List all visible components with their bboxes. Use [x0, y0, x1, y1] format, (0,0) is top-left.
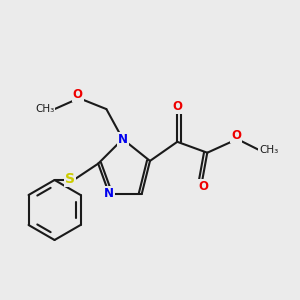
Text: O: O [198, 179, 208, 193]
Text: O: O [172, 100, 182, 113]
Text: O: O [73, 88, 83, 100]
Text: O: O [231, 129, 241, 142]
Text: CH₃: CH₃ [259, 145, 278, 155]
Text: CH₃: CH₃ [35, 104, 55, 114]
Text: N: N [104, 187, 114, 200]
Text: N: N [118, 133, 128, 146]
Text: S: S [65, 172, 75, 186]
